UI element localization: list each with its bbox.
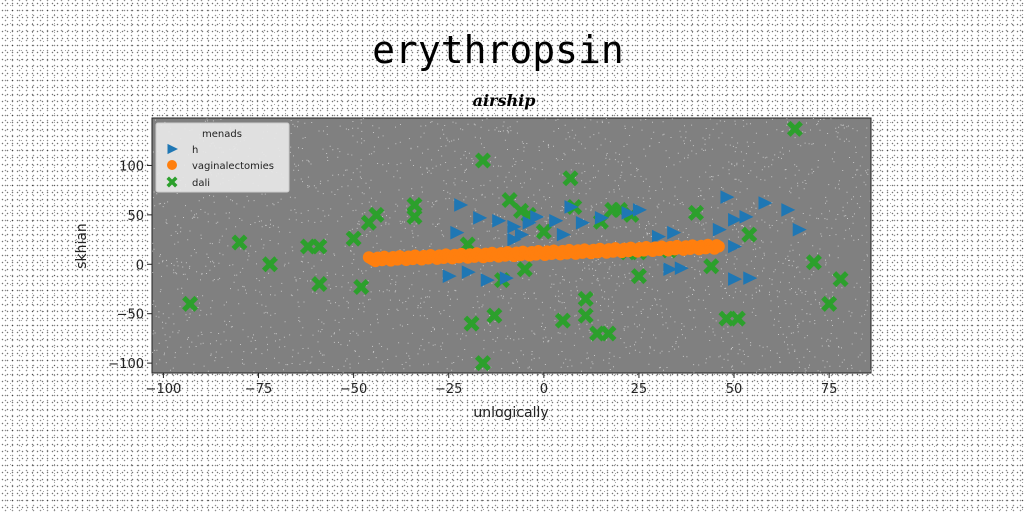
dali-point [463, 315, 480, 332]
dali-point [729, 310, 746, 327]
h-point [758, 196, 773, 210]
y-tick-label: 50 [127, 209, 144, 224]
x-tick-label: −25 [435, 382, 462, 397]
dali-point [353, 279, 370, 296]
h-point [743, 271, 758, 285]
dali-point [474, 152, 491, 169]
series-vaginalectomies [362, 238, 725, 268]
dali-point [501, 192, 518, 209]
h-point [454, 198, 469, 212]
dali-point [600, 325, 617, 342]
h-point [480, 273, 495, 287]
x-axis-label: unlogically [473, 405, 548, 421]
x-tick-label: 50 [726, 382, 743, 397]
h-point [739, 210, 754, 224]
h-point [461, 265, 476, 279]
dali-point [554, 312, 571, 329]
legend: menads h vaginalectomies dali [155, 122, 290, 193]
y-axis: −100 −50 0 50 100 [108, 159, 152, 372]
x-tick-label: −75 [245, 382, 272, 397]
h-point [492, 213, 507, 228]
x-tick-label: 25 [631, 382, 648, 397]
x-tick-label: 0 [540, 382, 548, 397]
dali-point [741, 226, 758, 243]
legend-label-vaginalectomies: vaginalectomies [192, 161, 274, 172]
h-point [674, 261, 689, 276]
dali-point [516, 261, 533, 278]
h-point [663, 262, 678, 277]
dali-point [406, 196, 423, 213]
h-point [632, 203, 647, 217]
h-point [651, 229, 666, 244]
legend-marker-vaginalectomies [167, 160, 177, 170]
dali-point [261, 256, 278, 273]
x-tick-label: −50 [340, 382, 367, 397]
h-point [507, 232, 522, 247]
h-point [556, 227, 571, 242]
dali-point [786, 120, 803, 137]
dali-point [805, 254, 822, 271]
legend-marker-dali [166, 176, 178, 188]
dali-point [406, 208, 423, 225]
dali-point [474, 355, 491, 372]
dali-point [311, 238, 328, 255]
dali-point [832, 271, 849, 288]
h-point [564, 200, 579, 214]
h-point [781, 203, 796, 217]
h-point [473, 211, 488, 225]
h-point [522, 215, 537, 230]
h-point [621, 206, 636, 220]
h-point [450, 225, 465, 240]
legend-marker-h [167, 143, 178, 155]
dali-point [630, 268, 647, 285]
x-axis: −100 −75 −50 −25 0 25 50 75 [146, 373, 838, 397]
h-point [594, 211, 609, 225]
y-tick-label: 0 [136, 258, 144, 273]
h-point [575, 215, 590, 230]
h-point [792, 222, 807, 237]
h-point [507, 219, 522, 234]
dali-point [231, 234, 248, 251]
y-axis-label: skhian [74, 223, 90, 269]
dali-point [311, 276, 328, 293]
h-point [728, 213, 743, 227]
vaginalectomies-point [712, 240, 725, 253]
dali-point [562, 170, 579, 187]
h-point [728, 272, 743, 286]
x-tick-label: 75 [821, 382, 838, 397]
y-tick-label: −100 [108, 357, 144, 372]
h-point [515, 227, 530, 242]
chart-subtitle: airship [473, 91, 536, 110]
dali-point [703, 258, 720, 275]
series-h [442, 190, 807, 287]
legend-entries: h vaginalectomies dali [166, 143, 274, 189]
h-point [712, 222, 727, 237]
dali-point [821, 295, 838, 312]
legend-label-dali: dali [192, 178, 210, 189]
h-point [720, 190, 735, 204]
h-point [499, 271, 514, 285]
dali-point [486, 307, 503, 324]
h-point [530, 210, 545, 224]
dali-point [535, 223, 552, 240]
h-point [728, 239, 743, 254]
dali-point [577, 290, 594, 307]
legend-box [155, 122, 290, 193]
y-tick-label: −50 [117, 308, 144, 323]
dali-point [182, 295, 199, 312]
h-point [442, 269, 457, 283]
legend-title: menads [202, 129, 242, 140]
h-point [549, 213, 564, 228]
x-tick-label: −100 [146, 382, 182, 397]
dali-point [688, 204, 705, 221]
legend-label-h: h [192, 145, 198, 156]
dali-point [345, 230, 362, 247]
h-point [667, 225, 682, 240]
dali-point [368, 206, 385, 223]
chart-title: erythropsin [372, 28, 624, 72]
y-tick-label: 100 [119, 159, 144, 174]
dali-point [577, 307, 594, 324]
